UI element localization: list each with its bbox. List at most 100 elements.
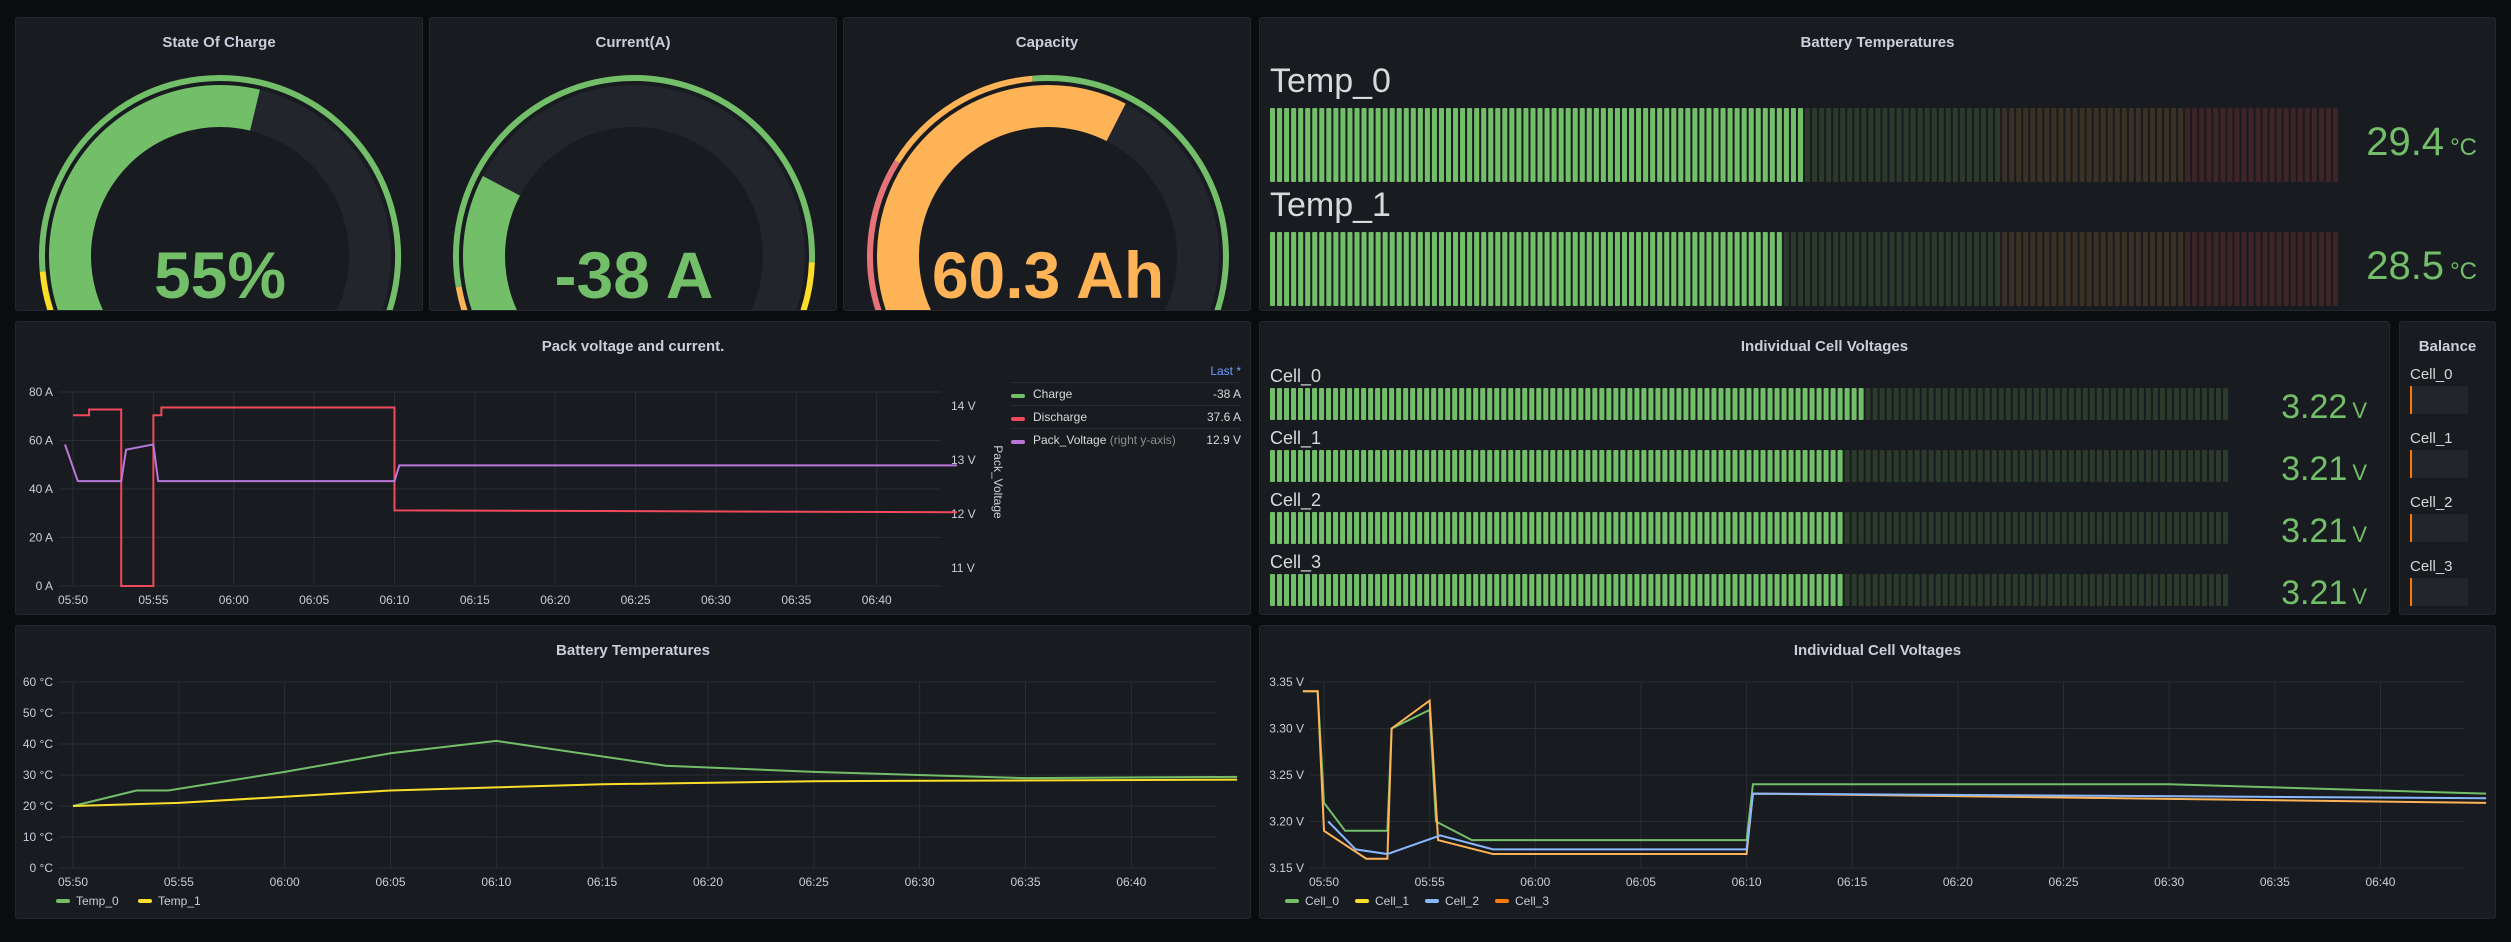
bar-cell-lit [1291, 388, 1297, 420]
bar-cell-unlit [2156, 232, 2163, 306]
bar-cell-unlit [2012, 574, 2018, 606]
balance-panel[interactable]: Balance Cell_0 Cell_1 Cell_2 Cell_3 [2399, 321, 2496, 615]
bar-cell-lit [1333, 574, 1339, 606]
legend-item-charge[interactable]: Charge -38 A [1011, 382, 1241, 405]
bar-cell-unlit [1935, 450, 1941, 482]
bar-cell-lit [1452, 450, 1458, 482]
bar-cell-lit [1509, 108, 1515, 182]
bar-cell-unlit [1812, 108, 1818, 182]
bar-cell-lit [1795, 388, 1801, 420]
bar-cell-lit [1438, 450, 1444, 482]
bar-cell-lit [1326, 388, 1332, 420]
pack-chart: 0 A 20 A 40 A 60 A 80 A 11 V 12 V 13 V 14 V 05:50… [29, 385, 1005, 607]
bar-cell-lit [1809, 512, 1815, 544]
bar-cell-lit [1620, 388, 1626, 420]
bar-cell-unlit [1991, 450, 1997, 482]
bar-cell-lit [1445, 512, 1451, 544]
bar-cell-lit [1326, 512, 1332, 544]
bar-cell-lit [1572, 108, 1578, 182]
bar-cell-lit [1734, 232, 1740, 306]
bar-cell-lit [1333, 232, 1339, 306]
temp-label-1: Temp_1 [1270, 186, 1391, 224]
gauge-panel-capacity[interactable]: Capacity 60.3 Ah [843, 17, 1251, 311]
bar-cell-unlit [2005, 388, 2011, 420]
pack-chart-panel[interactable]: Pack voltage and current. 0 A 20 A 40 A 60 … [15, 321, 1251, 615]
bar-cell-lit [1599, 450, 1605, 482]
bar-cell-lit [1396, 574, 1402, 606]
series-cell-2 [1327, 792, 2487, 856]
bar-cell-lit [1669, 388, 1675, 420]
bar-cell-unlit [1910, 108, 1916, 182]
bar-cell-lit [1683, 512, 1689, 544]
bar-cell-unlit [1875, 108, 1881, 182]
bar-cell-lit [1508, 388, 1514, 420]
legend-item-pack_voltage[interactable]: Pack_Voltage (right y-axis) 12.9 V [1011, 428, 1241, 451]
bar-cell-lit [1592, 574, 1598, 606]
x-tick-label: 06:35 [2260, 875, 2290, 889]
bar-cell-unlit [2166, 388, 2172, 420]
bar-cell-unlit [2089, 450, 2095, 482]
bar-cell-lit [1600, 108, 1606, 182]
gauge-panel-soc[interactable]: State Of Charge 55% [15, 17, 423, 311]
bar-cell-lit [1746, 574, 1752, 606]
bar-cell-lit [1298, 232, 1304, 306]
bar-cell-lit [1438, 574, 1444, 606]
cell-bargauge-panel[interactable]: Individual Cell Voltages Cell_0 3.22 V Cell… [1259, 321, 2390, 615]
y-tick-label: 3.30 V [1269, 722, 1304, 736]
bar-cell-lit [1389, 574, 1395, 606]
bar-cell-lit [1319, 232, 1325, 306]
bar-cell-unlit [1879, 512, 1885, 544]
bar-cell-unlit [2068, 388, 2074, 420]
bar-cell-lit [1774, 574, 1780, 606]
bar-cell-lit [1634, 450, 1640, 482]
bar-cell-lit [1809, 388, 1815, 420]
bar-cell-unlit [2065, 232, 2071, 306]
legend-item-discharge[interactable]: Discharge 37.6 A [1011, 405, 1241, 428]
bar-cell-unlit [2058, 232, 2064, 306]
bar-cell-unlit [2058, 108, 2064, 182]
bar-cell-lit [1417, 574, 1423, 606]
x-tick-label: 06:05 [1626, 875, 1656, 889]
bar-cell-lit [1564, 574, 1570, 606]
x-tick-label: 06:05 [299, 593, 329, 607]
temp-chart-panel[interactable]: Battery Temperatures 0 °C 10 °C 20 °C 30 °C… [15, 625, 1251, 919]
bar-cell-lit [1474, 232, 1480, 306]
bar-cell-lit [1305, 450, 1311, 482]
bar-cell-lit [1502, 108, 1508, 182]
bar-cell-unlit [2220, 232, 2226, 306]
bar-cell-unlit [1907, 388, 1913, 420]
bar-cell-lit [1620, 450, 1626, 482]
cell-chart-panel[interactable]: Individual Cell Voltages 3.15 V 3.20 V 3.2… [1259, 625, 2496, 919]
bar-cell-lit [1816, 574, 1822, 606]
bar-cell-lit [1417, 108, 1423, 182]
bar-cell-lit [1431, 108, 1437, 182]
bar-cell-lit [1648, 512, 1654, 544]
bar-cell-lit [1445, 450, 1451, 482]
bar-cell-unlit [2276, 108, 2282, 182]
x-tick-label: 06:20 [1943, 875, 1973, 889]
gauge-panel-current[interactable]: Current(A) -38 A [429, 17, 837, 311]
series-temp-0 [72, 739, 1238, 807]
bar-cell-unlit [2040, 574, 2046, 606]
bar-cell-lit [1277, 512, 1283, 544]
bar-cell-lit [1550, 574, 1556, 606]
cell-label-3: Cell_3 [1270, 552, 1322, 572]
bar-cell-unlit [2103, 450, 2109, 482]
bar-cell-lit [1495, 232, 1501, 306]
bar-cell-unlit [1783, 232, 1789, 306]
bar-cell-lit [1270, 388, 1276, 420]
bar-cell-unlit [1844, 512, 1850, 544]
temp-bargauge-panel[interactable]: Battery Temperatures Temp_0 29.4 °C Temp_… [1259, 17, 2496, 311]
bar-cell-lit [1585, 450, 1591, 482]
bar-cell-lit [1685, 108, 1691, 182]
bar-cell-lit [1473, 450, 1479, 482]
bar-cell-unlit [2026, 512, 2032, 544]
gauge-current: -38 A [453, 75, 815, 310]
bar-cell-unlit [2269, 108, 2275, 182]
bar-cell-unlit [2051, 108, 2057, 182]
bar-cell-lit [1354, 232, 1360, 306]
bar-cell-unlit [2040, 512, 2046, 544]
bar-cell-lit [1809, 574, 1815, 606]
series-pack-voltage [64, 443, 958, 483]
bar-cell-lit [1368, 574, 1374, 606]
